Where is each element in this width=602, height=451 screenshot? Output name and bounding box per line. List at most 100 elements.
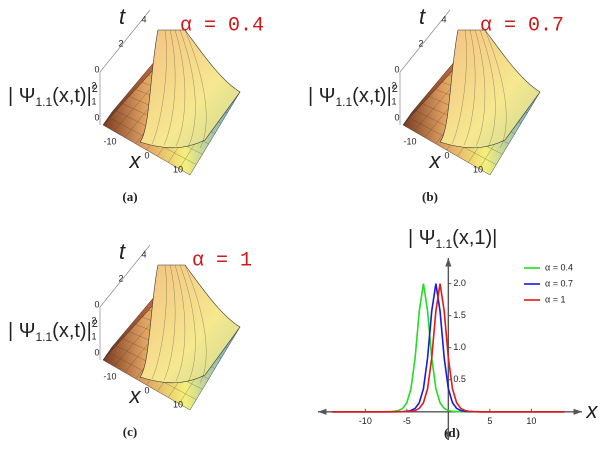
- mesh-line: [163, 29, 176, 146]
- axis-arrow: [445, 258, 452, 267]
- x-tick-label: -10: [403, 136, 416, 146]
- y-tick-label: 1.0: [453, 342, 466, 352]
- x-label: x: [129, 383, 142, 408]
- mesh-line: [463, 29, 476, 146]
- y-tick-label: 0.5: [453, 374, 466, 384]
- annotation: α = 0.7: [480, 14, 564, 37]
- legend-label: α = 0.4: [545, 262, 573, 272]
- z-tick-label: 0: [394, 112, 399, 122]
- mesh-line: [451, 29, 467, 145]
- t-tick-label: 4: [141, 249, 146, 259]
- t-tick-label: 2: [418, 38, 423, 48]
- z-tick-label: 1: [91, 96, 96, 106]
- t-tick-label: 2: [118, 273, 123, 283]
- axis-frame: [99, 244, 151, 360]
- axis-arrow: [445, 431, 452, 440]
- annotation: α = 0.4: [180, 14, 264, 37]
- z-label-part: | Ψ: [8, 320, 35, 342]
- caption: (c): [123, 424, 137, 439]
- mesh-line: [484, 29, 507, 149]
- axis-arrow: [573, 408, 582, 415]
- surface-peak: [139, 29, 241, 149]
- z-label-part: | Ψ: [308, 85, 335, 107]
- annotation: α = 1: [192, 249, 252, 272]
- legend-label: α = 1: [545, 294, 565, 304]
- z-label-part: (x,t)|: [352, 85, 392, 107]
- t-tick-label: 0: [94, 64, 99, 74]
- t-tick-label: 4: [441, 14, 446, 24]
- z-label-part: 1.1: [35, 95, 52, 109]
- mesh-line: [174, 264, 186, 382]
- mesh-line: [174, 29, 186, 147]
- x-tick-label: 10: [173, 399, 183, 409]
- y-tick-label: 1.5: [453, 310, 466, 320]
- x-tick-label: 0: [444, 150, 449, 160]
- x-tick-label: -5: [403, 416, 411, 426]
- axis-frame: [99, 9, 151, 125]
- z-label-part: 2: [92, 83, 98, 95]
- z-label: | Ψ1.1(x,t)|2: [308, 83, 398, 109]
- t-label: t: [119, 4, 126, 29]
- chart-title-part: | Ψ: [408, 227, 435, 249]
- surface-plot: α = 0.4 t 0 2 4 0 1 2 -10 0 10 x (a) | Ψ1.1(x,t)|2: [8, 4, 264, 204]
- axis-frame: [399, 9, 451, 125]
- x-tick-label: 0: [144, 150, 149, 160]
- mesh-line: [179, 29, 196, 148]
- z-label-part: 1.1: [35, 330, 52, 344]
- data-line: [332, 283, 565, 413]
- mesh-line: [151, 29, 167, 145]
- t-label: t: [419, 4, 426, 29]
- z-tick-label: 1: [91, 331, 96, 341]
- z-tick-label: 2: [91, 80, 96, 90]
- chart-title-part: (x,1)|: [452, 227, 497, 249]
- chart-title-part: 1.1: [435, 237, 452, 251]
- t-tick-label: 0: [94, 299, 99, 309]
- z-tick-label: 2: [91, 315, 96, 325]
- z-label-part: 2: [92, 318, 98, 330]
- z-label: | Ψ1.1(x,t)|2: [8, 318, 98, 344]
- caption: (b): [422, 189, 438, 204]
- z-tick-label: 1: [391, 96, 396, 106]
- x-tick-label: 0: [144, 385, 149, 395]
- mesh-line: [163, 264, 176, 381]
- t-tick-label: 0: [394, 64, 399, 74]
- z-tick-label: 0: [94, 347, 99, 357]
- x-label: x: [429, 148, 442, 173]
- caption: (d): [444, 425, 460, 440]
- y-tick-label: 2.0: [453, 278, 466, 288]
- mesh-line: [184, 264, 207, 384]
- t-tick-label: 2: [118, 38, 123, 48]
- surface-plot: α = 0.7 t 0 2 4 0 1 2 -10 0 10 x (b) | Ψ1.1(x,t)|2: [308, 4, 564, 204]
- x-label: x: [129, 148, 142, 173]
- z-label-part: 2: [392, 83, 398, 95]
- chart-title: | Ψ1.1(x,1)|: [408, 227, 497, 251]
- mesh-line: [479, 29, 496, 148]
- z-label-part: (x,t)|: [52, 85, 92, 107]
- surface-peak: [439, 29, 541, 149]
- z-tick-label: 0: [94, 112, 99, 122]
- mesh-line: [184, 29, 207, 149]
- x-tick-label: 10: [473, 164, 483, 174]
- legend-label: α = 0.7: [545, 278, 573, 288]
- z-label-part: (x,t)|: [52, 320, 92, 342]
- x-tick-label: -10: [103, 136, 116, 146]
- x-tick-label: -10: [359, 416, 372, 426]
- mesh-line: [179, 264, 196, 383]
- z-tick-label: 2: [391, 80, 396, 90]
- z-label-part: | Ψ: [8, 85, 35, 107]
- mesh-line: [151, 264, 167, 380]
- x-tick-label: 5: [487, 416, 492, 426]
- surface-peak: [139, 264, 241, 384]
- t-tick-label: 4: [141, 14, 146, 24]
- x-tick-label: -10: [103, 371, 116, 381]
- x-tick-label: 10: [526, 416, 536, 426]
- surface-plot: α = 1 t 0 2 4 0 1 2 -10 0 10 x (c) | Ψ1.1(x,t)|2: [8, 239, 252, 439]
- mesh-line: [474, 29, 486, 147]
- caption: (a): [122, 189, 137, 204]
- z-label-part: 1.1: [335, 95, 352, 109]
- x-tick-label: 10: [173, 164, 183, 174]
- z-label: | Ψ1.1(x,t)|2: [8, 83, 98, 109]
- t-label: t: [119, 239, 126, 264]
- axis-arrow: [318, 408, 327, 415]
